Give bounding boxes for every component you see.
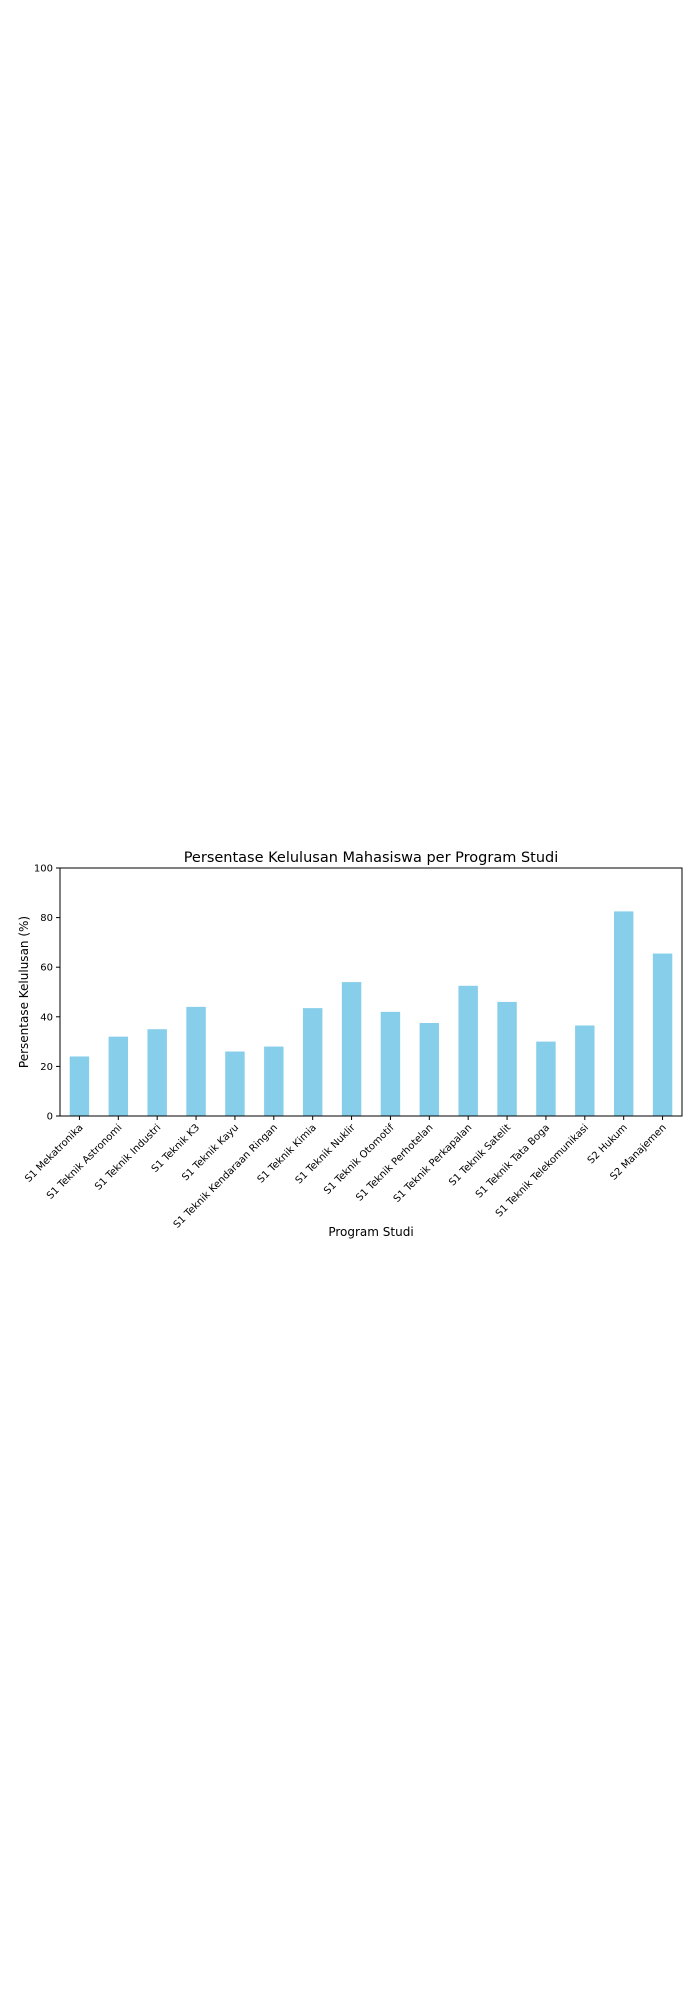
- bar-12: [536, 1041, 556, 1116]
- bar-13: [575, 1025, 595, 1116]
- y-tick-label: 80: [40, 913, 53, 924]
- y-axis-label: Persentase Kelulusan (%): [17, 916, 31, 1068]
- x-tick-label: S1 Teknik Perhotelan: [354, 1122, 435, 1203]
- bar-7: [341, 982, 362, 1116]
- y-tick-label: 100: [34, 864, 53, 875]
- y-tick-label: 20: [40, 1062, 53, 1073]
- x-tick-label: S1 Teknik Astronomi: [45, 1122, 124, 1201]
- bar-0: [69, 1056, 90, 1116]
- bar-10: [458, 985, 478, 1116]
- x-axis-label: Program Studi: [328, 1225, 413, 1239]
- x-tick-label: S1 Teknik Perkapalan: [392, 1122, 475, 1205]
- bar-14: [613, 911, 634, 1116]
- y-tick-label: 0: [47, 1112, 53, 1123]
- bar-9: [419, 1023, 440, 1116]
- x-tick-label: S1 Teknik Otomotif: [322, 1122, 397, 1197]
- bar-15: [652, 953, 673, 1116]
- axes-frame: [59, 867, 683, 1117]
- bar-1: [108, 1036, 129, 1116]
- x-tick-label: S1 Teknik Tata Boga: [474, 1122, 552, 1200]
- x-tick-label: S1 Teknik Industri: [93, 1122, 163, 1192]
- chart-title: Persentase Kelulusan Mahasiswa per Progr…: [184, 850, 559, 866]
- bar-11: [497, 1001, 517, 1116]
- bar-5: [264, 1046, 284, 1116]
- bar-6: [302, 1008, 323, 1116]
- bar-2: [147, 1029, 167, 1116]
- y-tick-label: 60: [40, 963, 53, 974]
- bars-group: [69, 911, 673, 1116]
- bar-4: [225, 1051, 245, 1116]
- bar-8: [380, 1011, 401, 1116]
- bar-3: [186, 1006, 206, 1116]
- y-axis-ticks: 0 20 40 60 80 100: [34, 864, 60, 1123]
- y-tick-label: 40: [40, 1012, 53, 1023]
